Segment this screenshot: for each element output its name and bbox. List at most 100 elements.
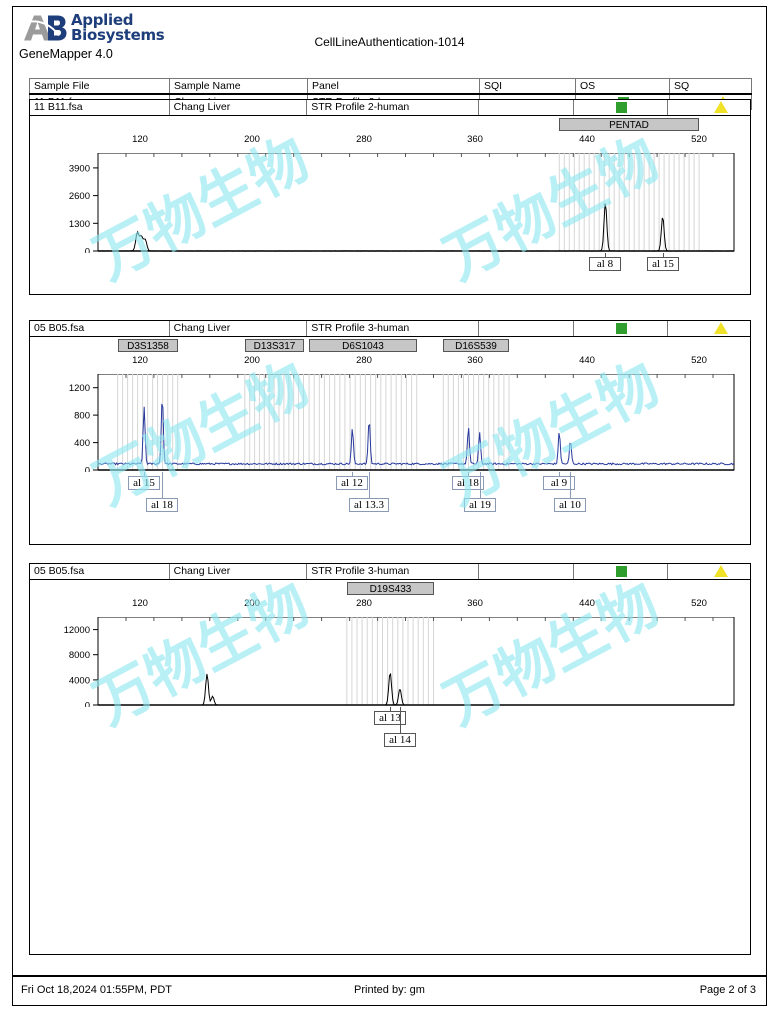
x-tick-360: 360 bbox=[467, 598, 483, 609]
allele-label[interactable]: al 8 bbox=[589, 257, 621, 271]
cell-panel: STR Profile 2-human bbox=[307, 100, 479, 115]
allele-stem bbox=[570, 472, 571, 498]
brand-line-2: Biosystems bbox=[71, 26, 165, 44]
x-tick-440: 440 bbox=[579, 355, 595, 366]
col-header-sqi: SQI bbox=[479, 78, 576, 95]
document-title: CellLineAuthentication-1014 bbox=[314, 35, 465, 49]
allele-stem bbox=[369, 472, 370, 498]
marker-label-d19s433[interactable]: D19S433 bbox=[347, 582, 434, 595]
os-status-badge bbox=[616, 322, 628, 334]
x-tick-520: 520 bbox=[691, 134, 707, 145]
allele-stem bbox=[559, 472, 560, 476]
x-tick-200: 200 bbox=[244, 134, 260, 145]
x-tick-440: 440 bbox=[579, 598, 595, 609]
allele-calls: al 8 al 15 bbox=[30, 253, 750, 283]
plot-area[interactable]: 0 400 800 1200 bbox=[30, 374, 750, 472]
page-header: Applied Biosystems GeneMapper 4.0 CellLi… bbox=[13, 7, 766, 73]
cell-sqi bbox=[479, 564, 575, 579]
plot-area[interactable]: 0 1300 2600 3900 bbox=[30, 153, 750, 253]
cell-sample-name: Chang Liver bbox=[170, 321, 308, 336]
marker-label-pentad[interactable]: PENTAD bbox=[559, 118, 699, 131]
electropherogram-plot[interactable]: 0 400 800 1200 bbox=[30, 374, 750, 472]
marker-row: PENTAD bbox=[30, 116, 750, 133]
footer-timestamp: Fri Oct 18,2024 01:55PM, PDT bbox=[21, 984, 173, 996]
panel-header-row: 05 B05.fsa Chang Liver STR Profile 3-human bbox=[30, 564, 750, 580]
col-header-os: OS bbox=[575, 78, 670, 95]
x-axis-labels: 120 200 280 360 440 520 bbox=[30, 597, 750, 617]
allele-label[interactable]: al 18 bbox=[146, 498, 178, 512]
svg-text:0: 0 bbox=[85, 247, 90, 254]
cell-sample-name: Chang Liver bbox=[170, 100, 308, 115]
marker-row: D19S433 bbox=[30, 580, 750, 597]
cell-panel: STR Profile 3-human bbox=[307, 564, 479, 579]
allele-stem bbox=[400, 707, 401, 733]
panel-header-row: 05 B05.fsa Chang Liver STR Profile 3-human bbox=[30, 321, 750, 337]
electropherogram-plot[interactable]: 0 1300 2600 3900 bbox=[30, 153, 750, 253]
report-page: Applied Biosystems GeneMapper 4.0 CellLi… bbox=[12, 6, 767, 1006]
brand-line-1: Applied bbox=[71, 11, 134, 29]
x-tick-440: 440 bbox=[579, 134, 595, 145]
allele-label[interactable]: al 9 bbox=[543, 476, 575, 490]
cell-os bbox=[574, 564, 669, 579]
col-header-sq: SQ bbox=[669, 78, 752, 95]
electropherogram-plot[interactable]: 0 4000 8000 12000 bbox=[30, 617, 750, 707]
x-axis-labels: 120 200 280 360 440 520 bbox=[30, 133, 750, 153]
allele-label[interactable]: al 13.3 bbox=[349, 498, 389, 512]
marker-label-d3s1358[interactable]: D3S1358 bbox=[118, 339, 178, 352]
cell-sq bbox=[668, 321, 750, 336]
x-tick-520: 520 bbox=[691, 598, 707, 609]
allele-stem bbox=[352, 472, 353, 476]
x-tick-120: 120 bbox=[132, 598, 148, 609]
allele-label[interactable]: al 19 bbox=[464, 498, 496, 512]
marker-label-d13s317[interactable]: D13S317 bbox=[245, 339, 304, 352]
cell-panel: STR Profile 3-human bbox=[307, 321, 479, 336]
allele-label[interactable]: al 15 bbox=[647, 257, 679, 271]
svg-text:3900: 3900 bbox=[69, 163, 90, 174]
cell-sample-name: Chang Liver bbox=[170, 564, 308, 579]
os-status-badge bbox=[616, 565, 628, 577]
ab-logo-icon bbox=[24, 15, 67, 41]
plot-area[interactable]: 0 4000 8000 12000 bbox=[30, 617, 750, 707]
allele-stem bbox=[390, 707, 391, 711]
cell-sq bbox=[668, 564, 750, 579]
footer-page: Page 2 of 3 bbox=[699, 984, 756, 996]
sq-status-badge bbox=[714, 101, 729, 114]
marker-label-d16s539[interactable]: D16S539 bbox=[443, 339, 509, 352]
x-tick-120: 120 bbox=[132, 134, 148, 145]
x-tick-120: 120 bbox=[132, 355, 148, 366]
allele-label[interactable]: al 18 bbox=[452, 476, 484, 490]
allele-stem bbox=[663, 253, 664, 257]
marker-label-d6s1043[interactable]: D6S1043 bbox=[309, 339, 417, 352]
allele-label[interactable]: al 12 bbox=[336, 476, 368, 490]
svg-text:8000: 8000 bbox=[69, 650, 90, 661]
allele-stem bbox=[480, 472, 481, 498]
marker-row: D3S1358 D13S317 D6S1043 D16S539 bbox=[30, 337, 750, 354]
panel-1: 11 B11.fsa Chang Liver STR Profile 2-human… bbox=[29, 99, 751, 295]
cell-os bbox=[574, 321, 669, 336]
sq-status-badge bbox=[714, 322, 729, 335]
allele-label[interactable]: al 14 bbox=[384, 733, 416, 747]
x-tick-520: 520 bbox=[691, 355, 707, 366]
col-header-panel: Panel bbox=[307, 78, 480, 95]
allele-label[interactable]: al 10 bbox=[554, 498, 586, 512]
x-tick-360: 360 bbox=[467, 355, 483, 366]
cell-sample-file: 11 B11.fsa bbox=[30, 100, 170, 115]
footer-printed-by: Printed by: gm bbox=[354, 984, 425, 996]
applied-biosystems-logo: Applied Biosystems bbox=[23, 11, 165, 44]
allele-label[interactable]: al 13 bbox=[374, 711, 406, 725]
page-footer: Fri Oct 18,2024 01:55PM, PDT Printed by:… bbox=[13, 975, 766, 1005]
cell-sample-file: 05 B05.fsa bbox=[30, 564, 170, 579]
svg-text:800: 800 bbox=[74, 411, 90, 422]
svg-text:0: 0 bbox=[85, 701, 90, 708]
x-tick-200: 200 bbox=[244, 355, 260, 366]
svg-text:400: 400 bbox=[74, 438, 90, 449]
allele-stem bbox=[162, 472, 163, 498]
allele-stem bbox=[144, 472, 145, 476]
svg-text:1200: 1200 bbox=[69, 383, 90, 394]
allele-label[interactable]: al 15 bbox=[128, 476, 160, 490]
application-name: GeneMapper 4.0 bbox=[19, 47, 113, 61]
panel-2: 05 B05.fsa Chang Liver STR Profile 3-human… bbox=[29, 320, 751, 545]
svg-text:4000: 4000 bbox=[69, 675, 90, 686]
panel-header-row: 11 B11.fsa Chang Liver STR Profile 2-human bbox=[30, 100, 750, 116]
col-header-sample-file: Sample File bbox=[29, 78, 170, 95]
